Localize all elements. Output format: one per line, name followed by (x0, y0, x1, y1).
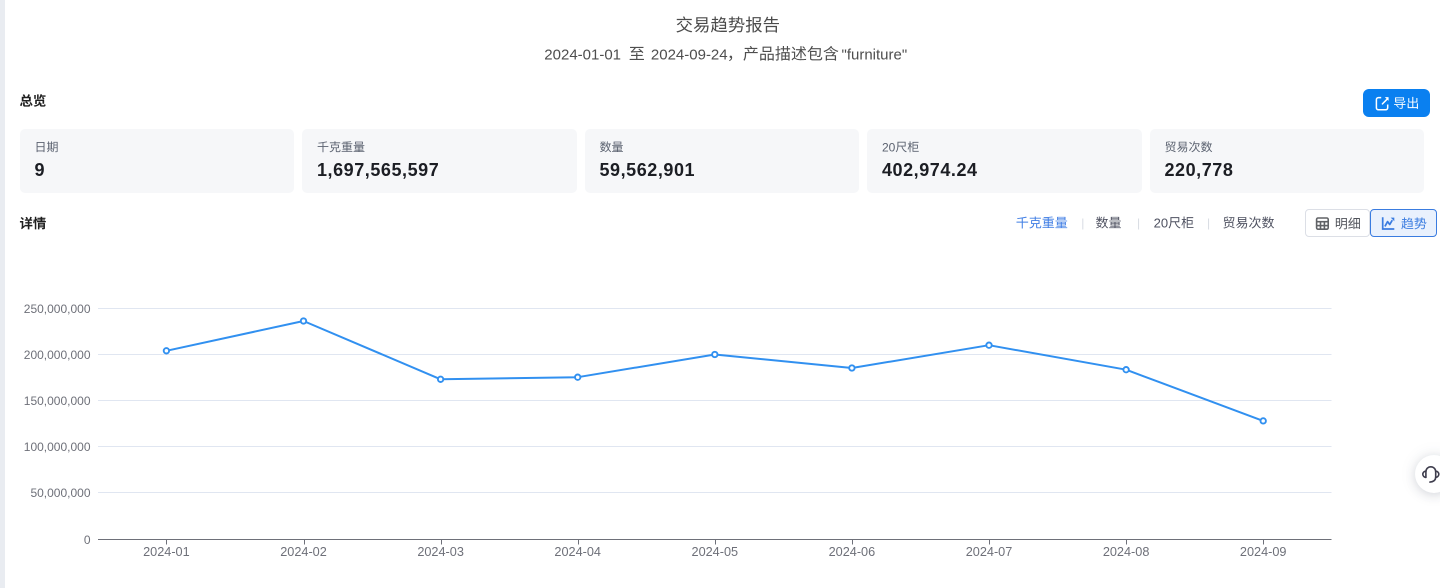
svg-text:2024-01: 2024-01 (143, 545, 190, 559)
svg-text:2024-05: 2024-05 (692, 545, 739, 559)
svg-text:2024-04: 2024-04 (554, 545, 601, 559)
svg-text:50,000,000: 50,000,000 (30, 486, 90, 500)
svg-text:|: | (1081, 216, 1084, 230)
svg-text:402,974.24: 402,974.24 (882, 160, 978, 180)
svg-text:2024-07: 2024-07 (966, 545, 1013, 559)
svg-text:2024-09: 2024-09 (1240, 545, 1287, 559)
svg-text:2024-08: 2024-08 (1103, 545, 1150, 559)
svg-text:2024-06: 2024-06 (829, 545, 876, 559)
svg-text:20: 20 (882, 140, 896, 154)
svg-text:"furniture": "furniture" (842, 46, 908, 63)
svg-text:|: | (1207, 216, 1210, 230)
svg-text:250,000,000: 250,000,000 (24, 302, 91, 316)
svg-text:9: 9 (35, 160, 46, 180)
svg-text:150,000,000: 150,000,000 (24, 394, 91, 408)
svg-text:2024-01-01: 2024-01-01 (544, 46, 621, 63)
svg-text:59,562,901: 59,562,901 (600, 160, 696, 180)
svg-text:0: 0 (84, 533, 91, 547)
svg-text:200,000,000: 200,000,000 (24, 348, 91, 362)
svg-text:2024-02: 2024-02 (280, 545, 327, 559)
svg-text:2024-09-24: 2024-09-24 (651, 46, 728, 63)
svg-text:1,697,565,597: 1,697,565,597 (317, 160, 439, 180)
svg-text:100,000,000: 100,000,000 (24, 440, 91, 454)
svg-text:20: 20 (1154, 215, 1168, 230)
svg-text:220,778: 220,778 (1165, 160, 1234, 180)
svg-text:2024-03: 2024-03 (417, 545, 464, 559)
svg-text:|: | (1137, 216, 1140, 230)
